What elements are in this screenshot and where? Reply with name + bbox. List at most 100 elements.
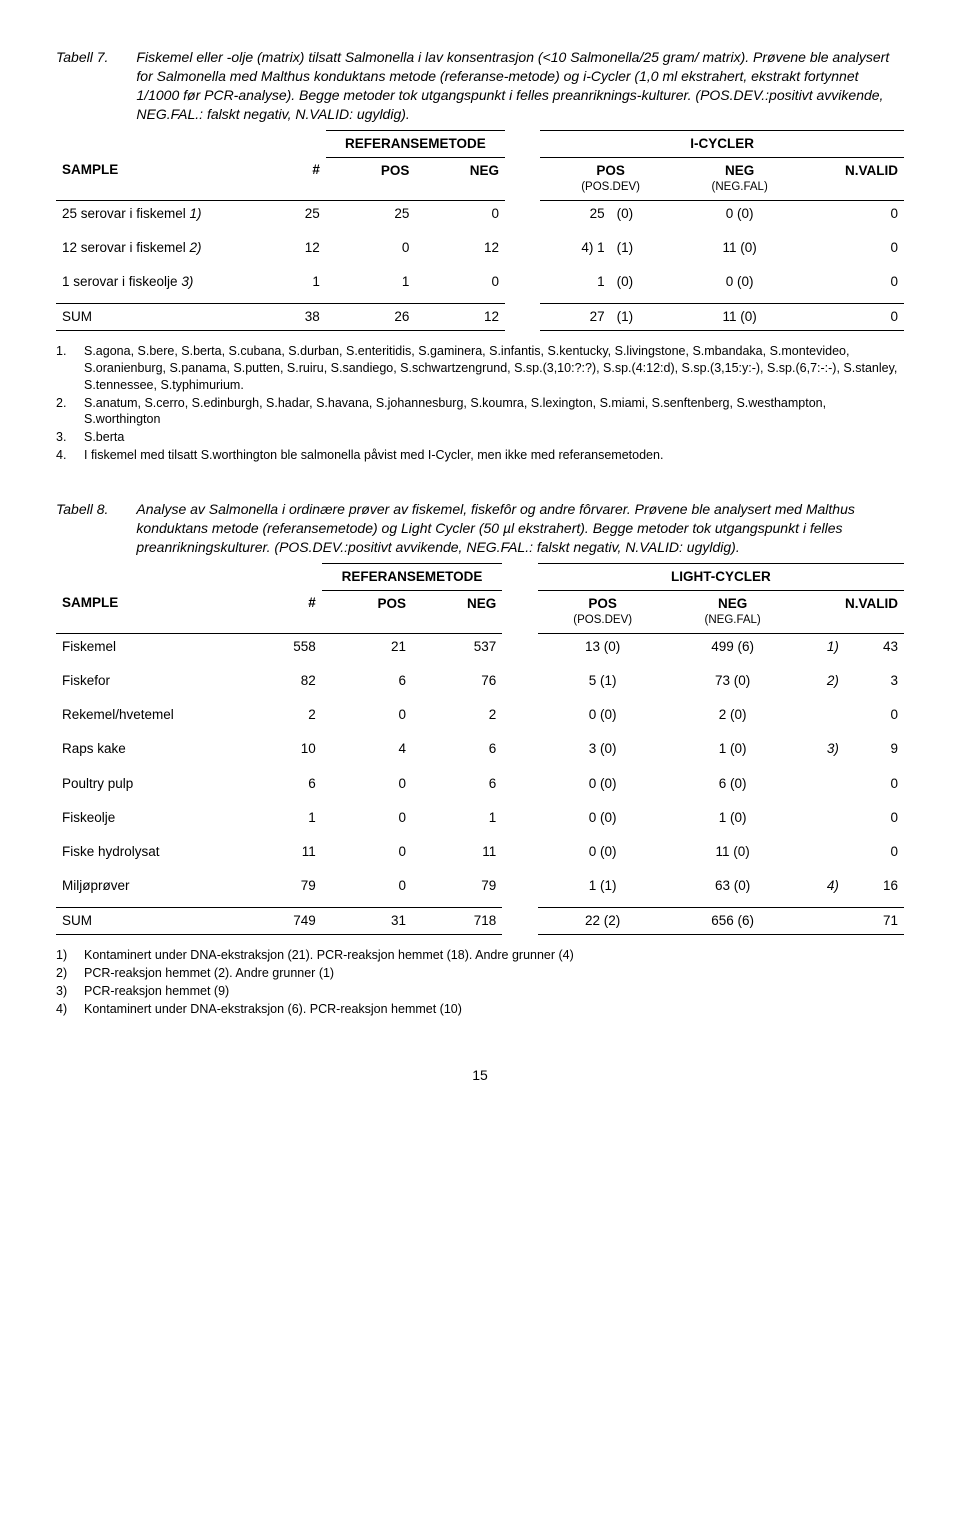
cell-sample: Raps kake (56, 736, 257, 762)
cell-sample: 1 serovar i fiskeolje 3) (56, 269, 279, 295)
cell-sample: Miljøprøver (56, 873, 257, 899)
table-row: 25 serovar i fiskemel 1)2525025(0)0 (0)0 (56, 200, 904, 227)
cell-neg2: 2 (0) (668, 702, 798, 728)
cell-neg2: 1 (0) (668, 805, 798, 831)
footnote: 1)Kontaminert under DNA-ekstraksjon (21)… (56, 947, 904, 964)
cell-n: 82 (257, 668, 322, 694)
tabell-7-label: Tabell 7. (56, 48, 108, 67)
col-sample: SAMPLE (56, 157, 279, 200)
tabell-8-label: Tabell 8. (56, 500, 108, 519)
footnote-text: S.berta (84, 429, 904, 446)
cell-n: 12 (279, 235, 326, 261)
cell-neg2: 11 (0) (668, 839, 798, 865)
cell-pos: 0 (322, 873, 412, 899)
col-nvalid: N.VALID (798, 157, 904, 200)
col-hash: # (279, 157, 326, 200)
cell-n: 25 (279, 200, 326, 227)
cell-pos2b: (1) (611, 235, 681, 261)
footnote-text: I fiskemel med tilsatt S.worthington ble… (84, 447, 904, 464)
table-row: 1 serovar i fiskeolje 3)1101(0)0 (0)0 (56, 269, 904, 295)
tabell-8-caption: Analyse av Salmonella i ordinære prøver … (136, 500, 904, 557)
tabell-7: Tabell 7. Fiskemel eller -olje (matrix) … (56, 48, 904, 464)
col-pos: POS (322, 590, 412, 633)
table-row: 12 serovar i fiskemel 2)120124) 1(1)11 (… (56, 235, 904, 261)
cell-pos2: 0 (0) (538, 805, 668, 831)
cell-n: 10 (257, 736, 322, 762)
table-row: Fiskeolje1010 (0)1 (0)0 (56, 805, 904, 831)
cell-nvalid: 3 (845, 668, 904, 694)
cell-pos2b: (0) (611, 269, 681, 295)
cell-sample: Fiskeolje (56, 805, 257, 831)
cell-sample: 25 serovar i fiskemel 1) (56, 200, 279, 227)
footnote-text: S.anatum, S.cerro, S.edinburgh, S.hadar,… (84, 395, 904, 429)
footnote: 2.S.anatum, S.cerro, S.edinburgh, S.hada… (56, 395, 904, 429)
table-row: Rekemel/hvetemel2020 (0)2 (0)0 (56, 702, 904, 728)
cell-nvpre: 3) (798, 736, 845, 762)
cell-neg2: 63 (0) (668, 873, 798, 899)
table-header-group-row: REFERANSEMETODE I-CYCLER (56, 130, 904, 157)
cell-n: 1 (257, 805, 322, 831)
tabell-7-title-row: Tabell 7. Fiskemel eller -olje (matrix) … (56, 48, 904, 124)
cell-sample: 12 serovar i fiskemel 2) (56, 235, 279, 261)
cell-neg2: 11 (0) (681, 235, 798, 261)
table-row: Fiske hydrolysat110110 (0)11 (0)0 (56, 839, 904, 865)
cell-sum-label: SUM (56, 303, 279, 330)
header-ref: REFERANSEMETODE (326, 130, 505, 157)
table-row: Miljøprøver790791 (1)63 (0)4)16 (56, 873, 904, 899)
footnote-text: S.agona, S.bere, S.berta, S.cubana, S.du… (84, 343, 904, 394)
cell-sample: Fiskefor (56, 668, 257, 694)
cell-nvpre (798, 702, 845, 728)
header-ref: REFERANSEMETODE (322, 563, 502, 590)
cell-sum-label: SUM (56, 907, 257, 934)
table-header-row: SAMPLE # POS NEG POS (POS.DEV) NEG (NEG.… (56, 590, 904, 633)
cell-nvpre: 1) (798, 633, 845, 660)
cell-n: 558 (257, 633, 322, 660)
header-lightcycler: LIGHT-CYCLER (538, 563, 904, 590)
cell-nvpre: 2) (798, 668, 845, 694)
cell-neg: 2 (412, 702, 502, 728)
col-neg: NEG (415, 157, 505, 200)
cell-neg2: 1 (0) (668, 736, 798, 762)
footnote: 3.S.berta (56, 429, 904, 446)
tabell-8-table: REFERANSEMETODE LIGHT-CYCLER SAMPLE # PO… (56, 563, 904, 935)
col-pos: POS (326, 157, 416, 200)
cell-sample: Fiske hydrolysat (56, 839, 257, 865)
cell-neg: 76 (412, 668, 502, 694)
cell-nvalid: 0 (798, 200, 904, 227)
cell-pos2: 13 (0) (538, 633, 668, 660)
cell-pos: 0 (322, 771, 412, 797)
footnote: 3)PCR-reaksjon hemmet (9) (56, 983, 904, 1000)
cell-pos: 6 (322, 668, 412, 694)
cell-neg2: 0 (0) (681, 200, 798, 227)
table-row: Fiskemel5582153713 (0)499 (6)1)43 (56, 633, 904, 660)
cell-pos2: 3 (0) (538, 736, 668, 762)
cell-pos: 21 (322, 633, 412, 660)
tabell-8: Tabell 8. Analyse av Salmonella i ordinæ… (56, 500, 904, 1018)
cell-pos: 1 (326, 269, 416, 295)
cell-nvpre (798, 805, 845, 831)
cell-pos2: 0 (0) (538, 702, 668, 728)
footnote-text: Kontaminert under DNA-ekstraksjon (6). P… (84, 1001, 904, 1018)
cell-neg: 537 (412, 633, 502, 660)
col-negfal: NEG (NEG.FAL) (668, 590, 798, 633)
cell-pos2b: (0) (611, 200, 681, 227)
cell-pos2: 0 (0) (538, 839, 668, 865)
footnote: 4)Kontaminert under DNA-ekstraksjon (6).… (56, 1001, 904, 1018)
footnote: 4.I fiskemel med tilsatt S.worthington b… (56, 447, 904, 464)
cell-pos2: 1 (1) (538, 873, 668, 899)
tabell-7-footnotes: 1.S.agona, S.bere, S.berta, S.cubana, S.… (56, 343, 904, 464)
cell-sample: Poultry pulp (56, 771, 257, 797)
col-posdev: POS (POS.DEV) (540, 157, 681, 200)
col-neg: NEG (412, 590, 502, 633)
cell-n: 1 (279, 269, 326, 295)
cell-nvalid: 0 (845, 839, 904, 865)
footnote-text: PCR-reaksjon hemmet (2). Andre grunner (… (84, 965, 904, 982)
cell-neg: 79 (412, 873, 502, 899)
footnote-num: 4) (56, 1001, 84, 1018)
cell-n: 2 (257, 702, 322, 728)
cell-neg: 0 (415, 200, 505, 227)
col-negfal: NEG (NEG.FAL) (681, 157, 798, 200)
cell-pos: 0 (322, 702, 412, 728)
footnote-text: Kontaminert under DNA-ekstraksjon (21). … (84, 947, 904, 964)
cell-sample: Rekemel/hvetemel (56, 702, 257, 728)
